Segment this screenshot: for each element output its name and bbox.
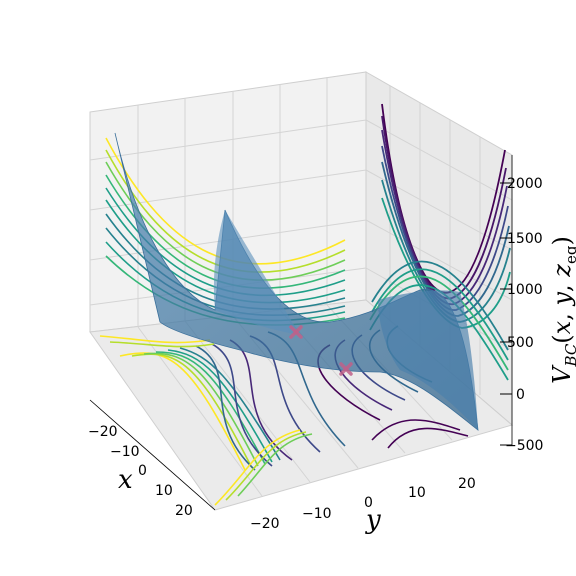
z-axis-label: VBC(x, y, zeq)	[548, 236, 576, 384]
y-tick-20: 20	[458, 476, 476, 492]
z-tick-2000: 2000	[507, 176, 543, 192]
x-tick-10: 10	[155, 483, 173, 499]
y-axis: −20 −10 0 10 20 y	[250, 476, 476, 535]
z-tick-500: 500	[507, 335, 534, 351]
z-tick-1500: 1500	[507, 231, 543, 247]
x-axis: −20 −10 0 10 20 x	[88, 399, 216, 519]
surface	[114, 132, 479, 431]
z-tick-neg500: −500	[505, 438, 543, 454]
y-tick-10: 10	[408, 485, 426, 501]
surface-ridge	[213, 210, 300, 335]
x-tick-neg20: −20	[88, 424, 118, 440]
x-axis-label: x	[118, 465, 133, 495]
z-tick-1000: 1000	[507, 282, 543, 298]
y-tick-neg20: −20	[250, 516, 280, 532]
y-tick-0: 0	[364, 495, 373, 511]
z-axis-label-group: VBC(x, y, zeq)	[548, 236, 576, 384]
x-tick-0: 0	[138, 463, 147, 479]
marker-1	[289, 325, 303, 339]
z-axis: 2000 1500 1000 500 0 −500	[500, 155, 543, 454]
marker-points	[289, 325, 353, 376]
y-axis-label: y	[365, 505, 381, 535]
surface-right-fold	[378, 290, 478, 430]
marker-2	[339, 362, 353, 376]
x-tick-neg10: −10	[110, 444, 140, 460]
z-tick-0: 0	[516, 387, 525, 403]
y-tick-neg10: −10	[302, 506, 332, 522]
x-tick-20: 20	[175, 503, 193, 519]
